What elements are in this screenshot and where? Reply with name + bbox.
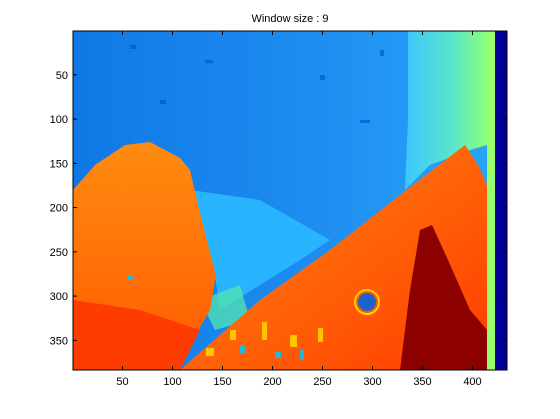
y-tick-label: 50 xyxy=(56,70,68,82)
x-tick-label: 300 xyxy=(363,376,381,388)
y-tick-label: 100 xyxy=(50,114,68,126)
mid-cyan-region xyxy=(190,190,330,310)
heatmap-image xyxy=(73,31,507,370)
shadow-region xyxy=(400,225,487,370)
chart-title: Window size : 9 xyxy=(251,13,328,25)
plot-frame xyxy=(72,30,508,371)
x-tick-label: 350 xyxy=(413,376,431,388)
x-axis: 50 100 150 200 250 300 350 400 xyxy=(116,31,482,388)
green-patch xyxy=(200,285,250,330)
y-tick-label: 200 xyxy=(50,203,68,215)
right-border-band xyxy=(495,31,507,370)
far-right-band xyxy=(487,31,495,370)
x-tick-label: 400 xyxy=(463,376,481,388)
y-tick-label: 300 xyxy=(50,291,68,303)
x-tick-label: 50 xyxy=(116,376,128,388)
blob-ring xyxy=(354,289,380,315)
x-tick-label: 150 xyxy=(213,376,231,388)
cool-speckle xyxy=(128,275,304,360)
sky-speckle xyxy=(130,45,384,123)
x-tick-label: 250 xyxy=(313,376,331,388)
ground-region xyxy=(73,300,200,370)
blue-blob xyxy=(358,293,376,311)
y-axis: 50 100 150 200 250 300 350 xyxy=(50,70,507,347)
y-tick-label: 150 xyxy=(50,158,68,170)
x-tick-label: 200 xyxy=(263,376,281,388)
y-tick-label: 250 xyxy=(50,247,68,259)
x-tick-label: 100 xyxy=(163,376,181,388)
y-tick-label: 350 xyxy=(50,335,68,347)
ground-speckle xyxy=(206,322,323,356)
